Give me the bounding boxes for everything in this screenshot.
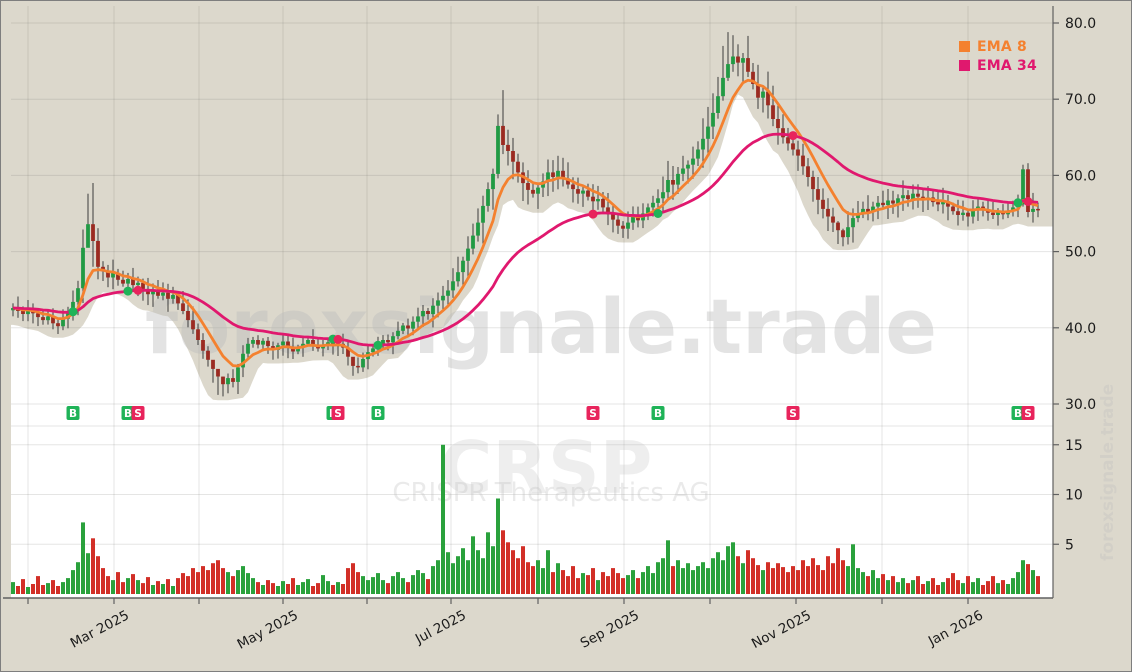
buy-badge bbox=[66, 406, 80, 420]
svg-text:S: S bbox=[789, 408, 797, 420]
ema34-swatch-icon bbox=[959, 60, 970, 71]
price-tick-label: 40.0 bbox=[1065, 321, 1096, 337]
gridlines bbox=[11, 6, 1053, 594]
buy-badge bbox=[371, 406, 385, 420]
svg-text:B: B bbox=[374, 408, 382, 420]
buy-badge bbox=[651, 406, 665, 420]
ema8-line bbox=[12, 78, 1039, 368]
sell-badge bbox=[786, 406, 800, 420]
legend-item-ema34: EMA 34 bbox=[959, 56, 1037, 75]
svg-text:B: B bbox=[654, 408, 662, 420]
price-tick-label: 80.0 bbox=[1065, 16, 1096, 32]
signal-dots bbox=[68, 131, 1033, 350]
sell-badge bbox=[586, 406, 600, 420]
ema8-legend-label: EMA 8 bbox=[977, 38, 1027, 55]
price-tick-label: 50.0 bbox=[1065, 245, 1096, 261]
ema8-swatch-icon bbox=[959, 41, 970, 52]
company-watermark: CRISPR Therapeutics AG bbox=[392, 478, 709, 508]
price-tick-label: 70.0 bbox=[1065, 92, 1096, 108]
svg-text:S: S bbox=[1024, 408, 1032, 420]
svg-text:B: B bbox=[124, 408, 132, 420]
price-tick-label: 60.0 bbox=[1065, 168, 1096, 184]
svg-text:S: S bbox=[134, 408, 142, 420]
svg-text:B: B bbox=[1014, 408, 1022, 420]
symbol-watermark: CRSP bbox=[440, 426, 653, 510]
svg-text:S: S bbox=[589, 408, 597, 420]
sell-badge bbox=[1021, 406, 1035, 420]
sell-badge bbox=[331, 406, 345, 420]
volume-tick-label: 10 bbox=[1065, 488, 1083, 504]
volume-tick-label: 5 bbox=[1065, 537, 1074, 553]
side-watermark: forexsignale.trade bbox=[1098, 384, 1118, 561]
ema-legend: EMA 8 EMA 34 bbox=[959, 37, 1037, 75]
below-price-fill bbox=[11, 94, 1053, 598]
volume-bars bbox=[11, 444, 1040, 595]
site-watermark: forexsignale.trade bbox=[145, 282, 937, 371]
volume-tick-label: 15 bbox=[1065, 438, 1083, 454]
sell-badge bbox=[131, 406, 145, 420]
buy-badge bbox=[1011, 406, 1025, 420]
svg-text:S: S bbox=[334, 408, 342, 420]
legend-item-ema8: EMA 8 bbox=[959, 37, 1037, 56]
ema34-line bbox=[12, 132, 1039, 347]
ema34-legend-label: EMA 34 bbox=[977, 57, 1037, 74]
svg-text:B: B bbox=[69, 408, 77, 420]
price-tick-label: 30.0 bbox=[1065, 397, 1096, 413]
buy-badge bbox=[121, 406, 135, 420]
signal-badges: BBSBSBSBSBS bbox=[66, 406, 1035, 420]
